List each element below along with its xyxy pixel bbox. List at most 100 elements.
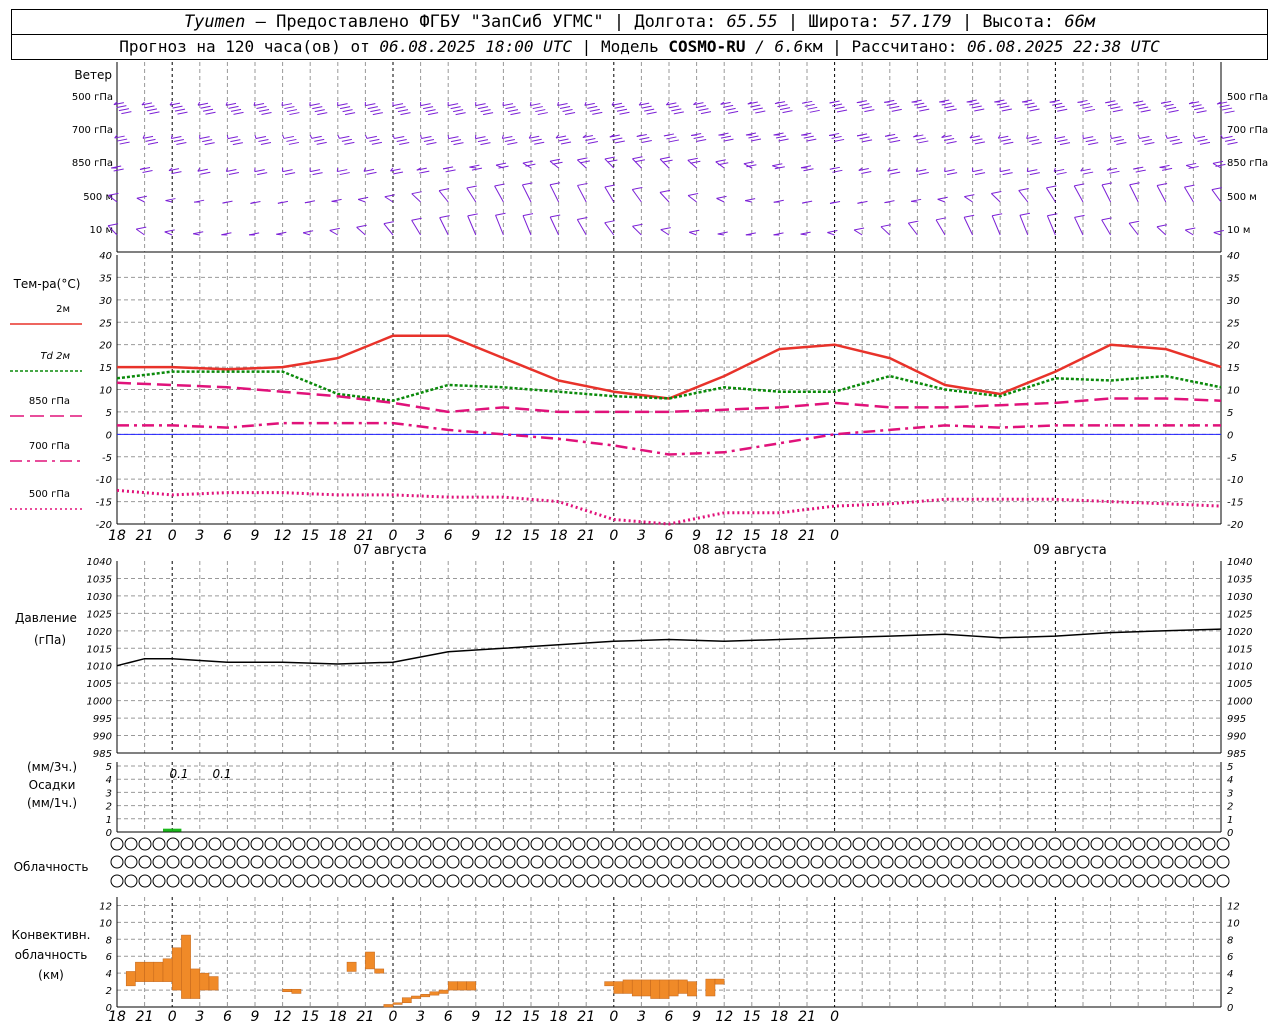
wind-barb-feather [582,135,593,139]
wind-barb-feather [1003,141,1014,145]
cloud-symbol [656,855,670,869]
wind-barb-feather [1107,103,1118,107]
wind-barb-feather [450,139,462,143]
conv-ytick-right: 6 [1227,952,1233,963]
conv-cloud-bar [181,934,191,999]
wind-barb-feather [397,109,409,113]
wind-barb-feather [861,106,872,110]
cloud-symbol [1104,874,1118,888]
wind-barb-feather [502,103,514,107]
wind-barb [384,196,394,203]
wind-barb-feather [1057,108,1068,112]
wind-barb-feather [1074,214,1085,218]
cloud-symbol [796,874,810,888]
wind-barb-feather [755,110,766,114]
wind-barb [170,134,173,139]
wind-barb-feather [1169,138,1180,142]
wind-barb-feather [577,216,588,220]
wind-barb-feather [342,109,353,113]
wind-barb-feather [370,109,381,113]
cloud-symbol [922,874,936,888]
wind-barb [1101,219,1112,236]
cloud-symbol [502,874,516,888]
wind-barb-feather [144,105,155,109]
precip-ytick-right: 1 [1227,815,1233,826]
wind-barb [309,134,313,139]
wind-barb-feather [341,138,352,142]
wind-barb [991,215,1001,236]
wind-barb [329,229,339,236]
cloud-symbol [1174,855,1188,869]
wind-barb-feather [720,135,732,139]
wind-barb-feather [803,168,814,172]
wind-barb-feather [946,108,957,112]
alt-value: 66м [1064,12,1096,32]
wind-barb-feather [666,102,677,106]
cloud-symbol [558,855,572,869]
wind-barb-feather [530,103,541,107]
cloud-symbol [250,874,264,888]
wind-barb [577,185,587,203]
wind-barb-feather [316,141,327,145]
wind-barb-feather [1083,171,1094,175]
cloud-symbol [530,874,544,888]
wind-barb-feather [1057,139,1068,143]
cloud-symbol [222,874,236,888]
model-resolution: / 6.6 [755,37,804,56]
temp-ytick-left: -15 [96,498,112,509]
cloud-symbol [712,837,726,851]
cloud-symbol [530,855,544,869]
wind-barb-feather [834,106,845,110]
wind-barb-feather [549,182,561,186]
wind-barb-feather [253,103,265,106]
pressure-ytick-right: 1025 [1227,609,1252,620]
cloud-symbol [292,837,306,851]
hour-tick-label: 9 [471,528,480,544]
wind-barb-feather [691,133,702,136]
wind-barb-feather [715,159,726,163]
wind-barb-feather [205,111,216,115]
temp-ytick-left: 20 [99,341,112,352]
wind-barb [337,134,340,139]
cloud-symbol [208,874,222,888]
precip-ytick-left: 1 [106,815,112,826]
wind-barb-feather [226,169,237,172]
wind-barb [687,195,697,203]
wind-barb-feather [969,102,980,106]
cloud-symbol [208,855,222,869]
hour-tick-label: 12 [274,528,292,544]
cloud-symbol [572,874,586,888]
hour-tick-label: 18 [770,528,788,544]
hour-tick-label: 15 [301,1009,319,1024]
pressure-ytick-right: 1000 [1227,697,1252,708]
wind-barb-feather [369,138,380,142]
wind-barb-feather [971,105,982,109]
cloud-symbol [670,855,684,869]
hour-tick-label: 18 [550,1009,568,1024]
wind-level-label-right: 500 гПа [1227,92,1268,103]
wind-barb-feather [646,111,657,115]
hour-tick-label: 15 [522,528,540,544]
wind-barb [631,189,642,203]
wind-barb-feather [943,137,955,141]
conv-cloud-bar [429,991,440,996]
cloud-symbol [824,874,838,888]
cloud-symbol [838,855,852,869]
wind-barb [1053,167,1056,172]
cloud-symbol [306,874,320,888]
conv-cloud-bar [466,981,477,991]
cloud-symbol [166,874,180,888]
cloud-symbol [642,855,656,869]
wind-barb-feather [634,159,646,163]
hour-tick-label: 0 [830,528,839,544]
temp-ytick-left: 15 [99,363,112,374]
hour-tick-label: 12 [715,1009,733,1024]
cloud-symbol [866,837,880,851]
wind-barb-feather [1019,212,1031,216]
cloud-symbol [698,874,712,888]
wind-barb [604,186,615,203]
cloud-symbol [740,874,754,888]
hour-tick-label: 21 [577,528,595,544]
cloud-symbol [978,855,992,869]
cloud-symbol [838,874,852,888]
